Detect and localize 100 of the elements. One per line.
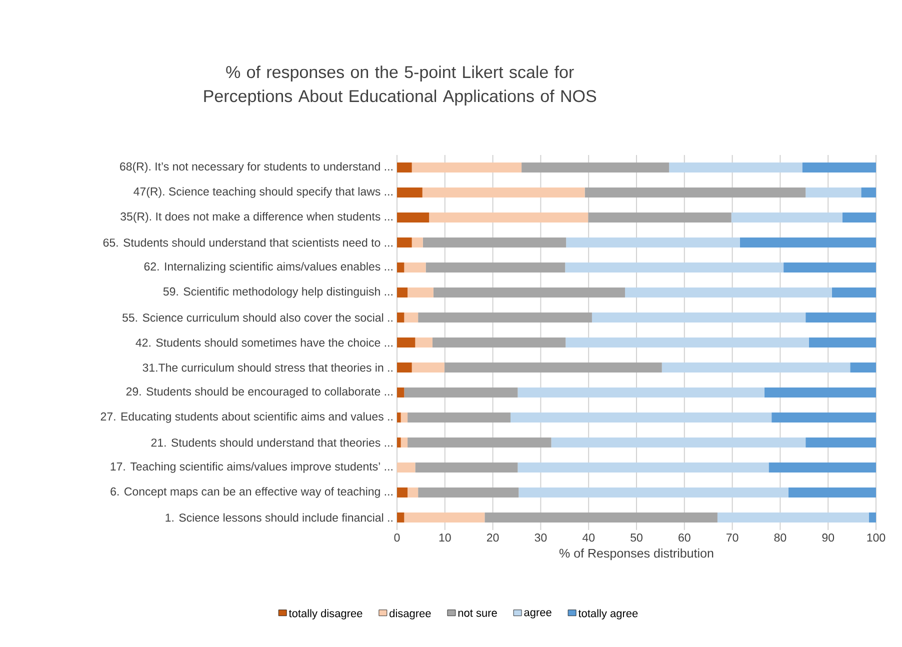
bar bbox=[861, 187, 876, 198]
y-tick-label: 1. Science lessons should include financial .. bbox=[166, 513, 392, 522]
x-tick-label: 70 bbox=[726, 534, 738, 542]
x-tick-label: 50 bbox=[630, 534, 642, 542]
bar bbox=[808, 337, 876, 348]
bar bbox=[662, 362, 850, 372]
bar bbox=[397, 287, 408, 298]
bar bbox=[510, 412, 772, 422]
bar bbox=[408, 487, 418, 498]
bar bbox=[842, 212, 876, 222]
bar bbox=[584, 187, 806, 198]
bar bbox=[518, 487, 788, 498]
bar bbox=[418, 312, 592, 322]
bar bbox=[740, 237, 876, 248]
bar bbox=[404, 262, 426, 272]
x-tick-label: 80 bbox=[774, 534, 786, 542]
chart-title: % of responses on the 5-point Likert scale for Perceptions About Educational Applications of NOS bbox=[204, 66, 596, 106]
bar bbox=[415, 462, 518, 472]
bar bbox=[731, 212, 842, 222]
y-tick-label: 29. Students should be encouraged to collaborate ... bbox=[126, 387, 392, 398]
x-tick-label: 0 bbox=[394, 534, 400, 542]
bar bbox=[404, 312, 418, 322]
bar bbox=[412, 237, 423, 248]
bar bbox=[551, 437, 806, 448]
y-tick-label: 42. Students should sometimes have the choice ... bbox=[136, 338, 392, 347]
y-tick-label: 27. Educating students about scientific aims and values .. bbox=[100, 412, 392, 423]
bar bbox=[397, 337, 416, 348]
bar bbox=[806, 437, 876, 448]
bar bbox=[412, 162, 522, 172]
bar bbox=[397, 187, 422, 198]
y-tick-label: 65. Students should understand that scientists need to ... bbox=[103, 238, 392, 247]
legend-label: totally disagree bbox=[288, 609, 362, 620]
bar bbox=[518, 387, 764, 398]
bar bbox=[806, 312, 876, 322]
bar bbox=[522, 162, 670, 172]
bar bbox=[592, 312, 806, 322]
bar bbox=[415, 337, 432, 348]
bar bbox=[768, 462, 876, 472]
bar bbox=[397, 387, 404, 398]
bar bbox=[432, 337, 566, 348]
bar bbox=[397, 362, 412, 372]
bar bbox=[397, 462, 416, 472]
bar bbox=[565, 262, 784, 272]
bar bbox=[412, 362, 444, 372]
bar bbox=[717, 512, 869, 522]
bar bbox=[397, 487, 408, 498]
bar bbox=[484, 512, 718, 522]
bar bbox=[566, 337, 809, 348]
bar bbox=[850, 362, 876, 372]
bar bbox=[400, 437, 408, 448]
y-tick-label: 55. Science curriculum should also cover the social .. bbox=[122, 313, 392, 322]
bar bbox=[397, 262, 404, 272]
y-tick-label: 6. Concept maps can be an effective way of teaching ... bbox=[110, 487, 392, 498]
bar bbox=[625, 287, 832, 298]
legend-label: totally agree bbox=[578, 609, 638, 620]
y-tick-label: 35(R). It does not make a difference when students ... bbox=[120, 212, 392, 223]
bar bbox=[429, 212, 588, 222]
bar bbox=[408, 412, 511, 422]
bar bbox=[397, 512, 404, 522]
bar bbox=[444, 362, 662, 372]
legend-label: not sure bbox=[458, 610, 497, 617]
bar bbox=[784, 262, 876, 272]
y-tick-label: 17. Teaching scientific aims/values improve students’ ... bbox=[110, 462, 392, 473]
bar bbox=[400, 412, 408, 422]
bar bbox=[397, 312, 404, 322]
bar bbox=[408, 287, 434, 298]
x-tick-label: 100 bbox=[867, 534, 886, 542]
legend-label: disagree bbox=[390, 609, 431, 620]
bar bbox=[397, 237, 412, 248]
x-tick-label: 10 bbox=[439, 534, 451, 542]
bar bbox=[868, 512, 876, 522]
bar bbox=[426, 262, 566, 272]
x-tick-label: 90 bbox=[822, 534, 834, 542]
x-tick-label: 60 bbox=[678, 534, 690, 542]
bar bbox=[832, 287, 876, 298]
bar bbox=[418, 487, 519, 498]
y-tick-label: 31.The curriculum should stress that theories in .. bbox=[142, 363, 392, 372]
bar bbox=[806, 187, 862, 198]
bar bbox=[404, 387, 518, 398]
y-tick-label: 59. Scientific methodology help distinguish ... bbox=[163, 287, 392, 298]
bar bbox=[518, 462, 769, 472]
bar bbox=[422, 187, 585, 198]
x-tick-label: 40 bbox=[582, 534, 595, 542]
y-tick-label: 47(R). Science teaching should specify that laws ... bbox=[134, 187, 392, 198]
x-axis-title: % of Responses distribution bbox=[559, 548, 714, 560]
bar bbox=[397, 212, 430, 222]
bar bbox=[764, 387, 876, 398]
y-tick-label: 21. Students should understand that theories ... bbox=[151, 438, 392, 447]
bar bbox=[588, 212, 732, 222]
x-tick-label: 20 bbox=[486, 534, 499, 542]
bar bbox=[404, 512, 485, 522]
legend-label: agree bbox=[524, 610, 552, 618]
bar bbox=[802, 162, 876, 172]
bar bbox=[397, 437, 401, 448]
bar bbox=[669, 162, 802, 172]
bar bbox=[422, 237, 566, 248]
x-tick-label: 30 bbox=[534, 534, 547, 542]
bar bbox=[397, 412, 401, 422]
bar bbox=[408, 437, 552, 448]
bar bbox=[397, 162, 412, 172]
